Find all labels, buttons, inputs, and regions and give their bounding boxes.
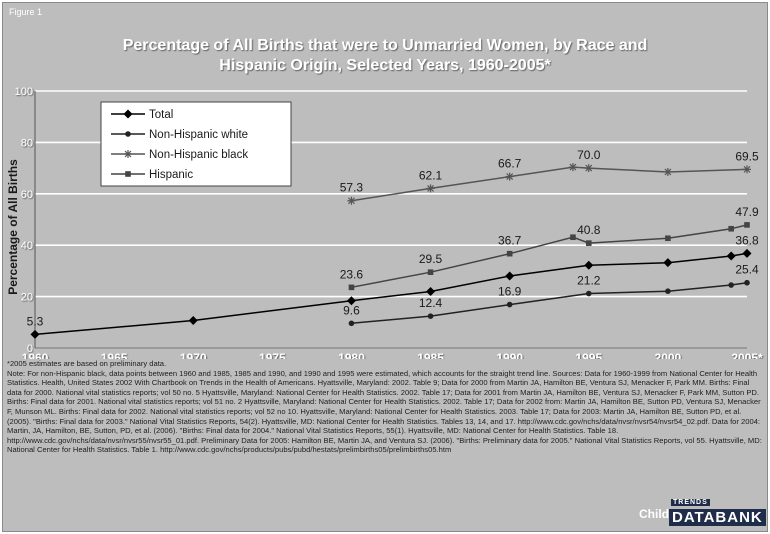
data-point — [188, 316, 198, 326]
legend-label: Non-Hispanic white — [149, 129, 248, 141]
x-tick-label: 1975 — [259, 351, 286, 359]
sources-note: Note: For non-Hispanic black, data point… — [7, 368, 762, 455]
y-tick-label: 40 — [21, 240, 33, 252]
data-point — [348, 320, 355, 327]
data-point — [570, 234, 576, 241]
data-label: 25.4 — [735, 263, 759, 277]
data-label: 29.5 — [419, 252, 443, 266]
x-tick-label: 1980 — [338, 351, 365, 359]
legend: Total Non-Hispanic white Non-Hispanic blac… — [100, 101, 292, 187]
data-point — [426, 286, 436, 296]
data-point — [728, 282, 734, 288]
legend-label: Hispanic — [149, 169, 193, 181]
brand-databank: DATABANK — [669, 509, 766, 526]
y-axis-ticks: 0 20 40 60 80 100 — [15, 86, 33, 355]
data-point — [505, 271, 515, 281]
y-tick-label: 80 — [21, 137, 33, 149]
data-point — [506, 250, 513, 257]
series-total — [30, 248, 752, 339]
x-tick-label: 1970 — [180, 351, 207, 359]
data-label: 62.1 — [419, 168, 443, 182]
data-label: 12.4 — [419, 296, 443, 310]
data-label: 36.7 — [498, 234, 522, 248]
data-labels: 5.3 9.6 12.4 16.9 21.2 25.4 23.6 29.5 36.7 40.8 47… — [27, 148, 759, 328]
data-point — [726, 251, 736, 261]
data-point — [743, 165, 751, 174]
data-point — [663, 167, 672, 176]
data-point — [742, 248, 752, 258]
data-point — [125, 131, 131, 137]
x-axis-ticks: 1960 1965 1970 1975 1980 1985 1990 1995 2000 2005… — [22, 351, 763, 359]
series-line — [34, 252, 748, 336]
series-layer — [30, 163, 752, 339]
data-point — [585, 240, 592, 246]
data-point — [744, 222, 750, 228]
x-tick-label: 1985 — [417, 351, 444, 359]
brand-child: Child — [639, 507, 669, 521]
y-tick-label: 60 — [21, 189, 33, 201]
data-point — [346, 296, 356, 306]
data-label: 16.9 — [498, 285, 522, 299]
data-label: 47.9 — [735, 205, 759, 219]
data-point — [347, 196, 356, 205]
data-point — [584, 260, 594, 270]
child-trends-databank-logo: Child TRENDS DATABANK — [637, 499, 766, 529]
line-chart: Percentage of All Births that were to Un… — [6, 37, 763, 359]
y-tick-label: 20 — [21, 292, 33, 304]
data-label: 21.2 — [577, 274, 601, 288]
chart-title-line-1: Percentage of All Births that were to Un… — [123, 37, 648, 54]
data-label: 5.3 — [27, 314, 44, 328]
data-point — [665, 235, 671, 242]
data-point — [427, 269, 434, 275]
legend-box — [100, 101, 292, 187]
x-tick-label: 1990 — [496, 351, 523, 359]
y-tick-label: 100 — [15, 86, 33, 98]
data-label: 23.6 — [340, 267, 364, 281]
data-point — [665, 288, 671, 295]
x-tick-label: 1965 — [101, 351, 128, 359]
legend-label: Non-Hispanic black — [149, 149, 248, 161]
data-label: 9.6 — [343, 303, 360, 317]
y-tick-label: 0 — [27, 343, 33, 355]
data-label: 36.8 — [735, 233, 759, 247]
series-non-hispanic-black — [347, 163, 751, 205]
legend-label: Total — [149, 109, 173, 121]
data-label: 57.3 — [340, 181, 364, 195]
y-axis-label: Percentage of All Births — [6, 159, 20, 295]
data-point — [505, 172, 514, 181]
data-point — [728, 225, 734, 232]
data-point — [744, 279, 750, 286]
data-point — [125, 171, 131, 177]
data-label: 66.7 — [498, 157, 522, 171]
data-point — [663, 258, 673, 268]
series-line — [351, 224, 748, 289]
data-label: 40.8 — [577, 223, 601, 237]
data-point — [123, 109, 133, 119]
source-notes: *2005 estimates are based on preliminary… — [7, 359, 763, 455]
chart-title-line-2: Hispanic Origin, Selected Years, 1960-20… — [219, 57, 551, 74]
data-point — [426, 184, 435, 193]
x-tick-label: 1960 — [22, 351, 49, 359]
data-label: 69.5 — [735, 149, 759, 163]
figure-label: Figure 1 — [9, 7, 43, 17]
series-non-hispanic-white — [348, 279, 750, 327]
data-point — [427, 313, 434, 319]
data-point — [506, 301, 513, 308]
data-point — [584, 164, 593, 173]
data-label: 70.0 — [577, 148, 601, 162]
x-tick-label: 2000 — [655, 351, 682, 359]
x-tick-label: 2005* — [731, 351, 763, 359]
data-point — [124, 150, 132, 158]
series-line — [351, 281, 748, 325]
estimate-note: *2005 estimates are based on preliminary… — [7, 359, 167, 368]
data-point — [30, 329, 40, 339]
series-line — [351, 166, 748, 202]
series-hispanic — [348, 222, 750, 291]
x-tick-label: 1995 — [575, 351, 602, 359]
data-point — [585, 290, 592, 297]
data-point — [568, 163, 577, 172]
brand-trends: TRENDS — [671, 499, 710, 506]
data-point — [348, 284, 355, 291]
